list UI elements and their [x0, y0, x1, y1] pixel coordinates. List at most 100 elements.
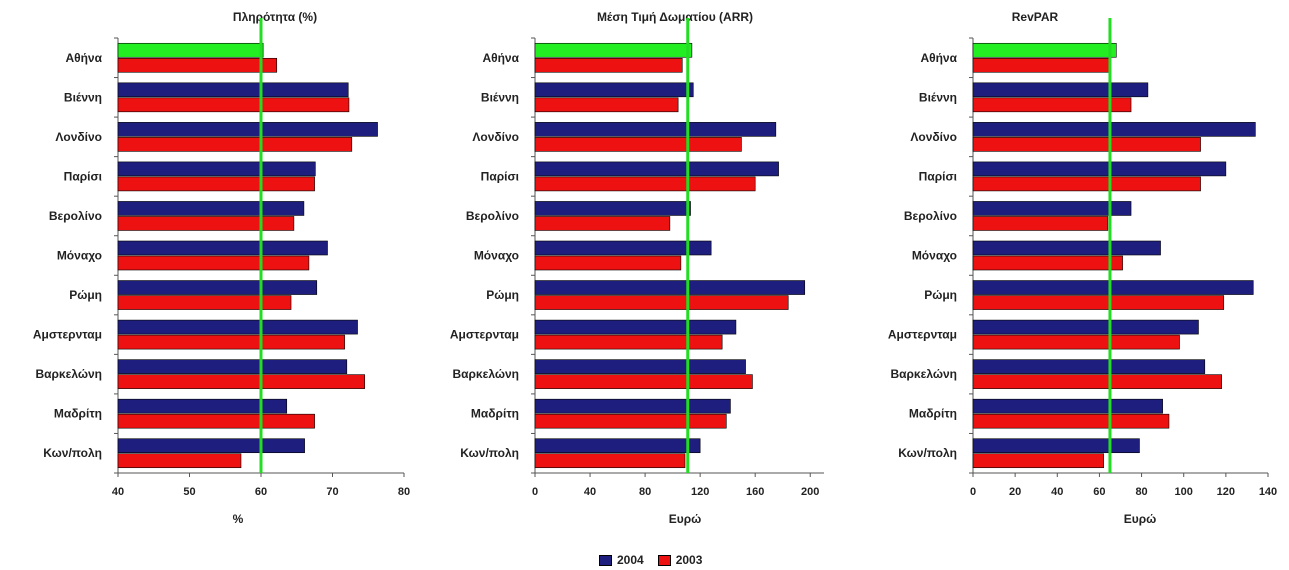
category-label: Αθήνα [65, 51, 102, 65]
category-label: Κων/πολη [898, 446, 957, 460]
bar-2003 [972, 334, 1180, 350]
legend-label-2004: 2004 [617, 553, 644, 567]
x-tick-label: 70 [326, 486, 338, 498]
bar-2003 [534, 295, 789, 310]
bar-2003 [534, 97, 679, 113]
arr-chart: Μέση Τιμή Δωματίου (ARR) 0 40 80 120 160 200 Ευ… [450, 10, 824, 526]
bar-2004 [534, 82, 694, 98]
x-tick-label: 60 [255, 486, 267, 498]
category-label: Μόναχο [474, 249, 519, 263]
bar-2004 [534, 161, 779, 177]
category-label: Βερολίνο [466, 209, 519, 223]
x-axis-label: % [233, 512, 244, 526]
category-label: Βερολίνο [904, 209, 957, 223]
x-tick-label: 40 [584, 486, 596, 498]
x-tick-label: 160 [746, 486, 764, 498]
category-label: Αθήνα [920, 51, 957, 65]
bar-2003 [534, 216, 671, 231]
bar-2004 [534, 122, 777, 137]
bar-2003 [117, 57, 278, 73]
bar-2004 [534, 201, 691, 216]
x-tick-label: 0 [970, 486, 976, 498]
category-label: Αμστερνταμ [888, 328, 957, 342]
x-tick-label: 200 [801, 486, 819, 498]
bar-2003 [117, 295, 292, 310]
bar-2003 [117, 334, 345, 350]
chart-title: Μέση Τιμή Δωματίου (ARR) [597, 10, 753, 24]
x-tick-label: 120 [1217, 486, 1235, 498]
x-tick-label: 0 [532, 486, 538, 498]
bar-2004 [972, 201, 1132, 216]
x-tick-label: 40 [1051, 486, 1063, 498]
bar-2003 [972, 255, 1123, 271]
bar-2004 [534, 42, 693, 58]
category-label: Παρίσι [481, 169, 519, 183]
category-label: Λονδίνο [55, 130, 102, 144]
bar-2004 [972, 42, 1117, 58]
bar-2004 [972, 240, 1161, 256]
bar-2004 [117, 319, 358, 335]
category-label: Μαδρίτη [471, 407, 519, 421]
category-label: Μόναχο [912, 249, 957, 263]
legend-item-2003: 2003 [657, 553, 703, 567]
category-label: Αμστερνταμ [33, 328, 102, 342]
bar-2004 [972, 319, 1199, 335]
category-label: Ρώμη [69, 288, 102, 302]
bar-2003 [534, 57, 683, 73]
bar-2004 [972, 161, 1227, 177]
bar-2004 [972, 280, 1254, 295]
category-label: Βιέννη [64, 90, 102, 104]
x-tick-label: 20 [1009, 486, 1021, 498]
bar-2004 [534, 359, 746, 374]
chart-title: RevPAR [1012, 10, 1059, 24]
legend: 2004 2003 [599, 553, 702, 567]
bar-2004 [117, 398, 288, 414]
x-tick-label: 60 [1093, 486, 1105, 498]
bar-2004 [117, 42, 264, 58]
bar-2003 [534, 413, 727, 429]
x-tick-label: 40 [112, 486, 124, 498]
bar-2004 [117, 82, 349, 98]
bar-2004 [117, 438, 305, 454]
x-tick-label: 80 [398, 486, 410, 498]
category-label: Αθήνα [482, 51, 519, 65]
bar-2004 [117, 161, 316, 177]
category-label: Αμστερνταμ [450, 328, 519, 342]
bar-2004 [534, 240, 712, 256]
category-label: Λονδίνο [910, 130, 957, 144]
bar-2004 [972, 438, 1140, 454]
bar-2003 [972, 374, 1222, 389]
x-axis-label: Ευρώ [1124, 512, 1157, 526]
bar-2003 [972, 137, 1201, 152]
bar-2003 [534, 334, 723, 350]
bar-2003 [534, 374, 753, 389]
legend-label-2003: 2003 [675, 553, 703, 567]
legend-swatch-2004 [599, 554, 612, 566]
bar-2003 [534, 453, 686, 469]
bar-2003 [972, 176, 1201, 192]
bar-2003 [972, 453, 1104, 469]
bar-2003 [117, 453, 242, 469]
bar-2004 [117, 359, 348, 374]
bar-2004 [972, 359, 1206, 374]
category-label: Βαρκελώνη [35, 367, 102, 381]
x-tick-label: 120 [691, 486, 709, 498]
category-label: Βιέννη [919, 90, 957, 104]
category-label: Μόναχο [57, 249, 102, 263]
bar-2003 [972, 97, 1132, 113]
bar-2003 [117, 176, 315, 192]
bar-2003 [117, 97, 350, 113]
x-tick-label: 50 [183, 486, 195, 498]
revpar-chart: RevPAR 0 20 40 60 80 100 120 140 Ευρώ Αθήνα Βιέννη Λ… [888, 10, 1277, 526]
bar-2004 [534, 398, 731, 414]
category-label: Βιέννη [481, 90, 519, 104]
bar-2003 [972, 216, 1109, 231]
bar-2004 [117, 240, 328, 256]
legend-item-2004: 2004 [599, 553, 644, 567]
category-label: Λονδίνο [472, 130, 519, 144]
bar-2003 [117, 255, 310, 271]
x-axis-label: Ευρώ [669, 512, 702, 526]
category-label: Ρώμη [486, 288, 519, 302]
bar-2003 [972, 295, 1225, 310]
category-label: Μαδρίτη [54, 407, 102, 421]
